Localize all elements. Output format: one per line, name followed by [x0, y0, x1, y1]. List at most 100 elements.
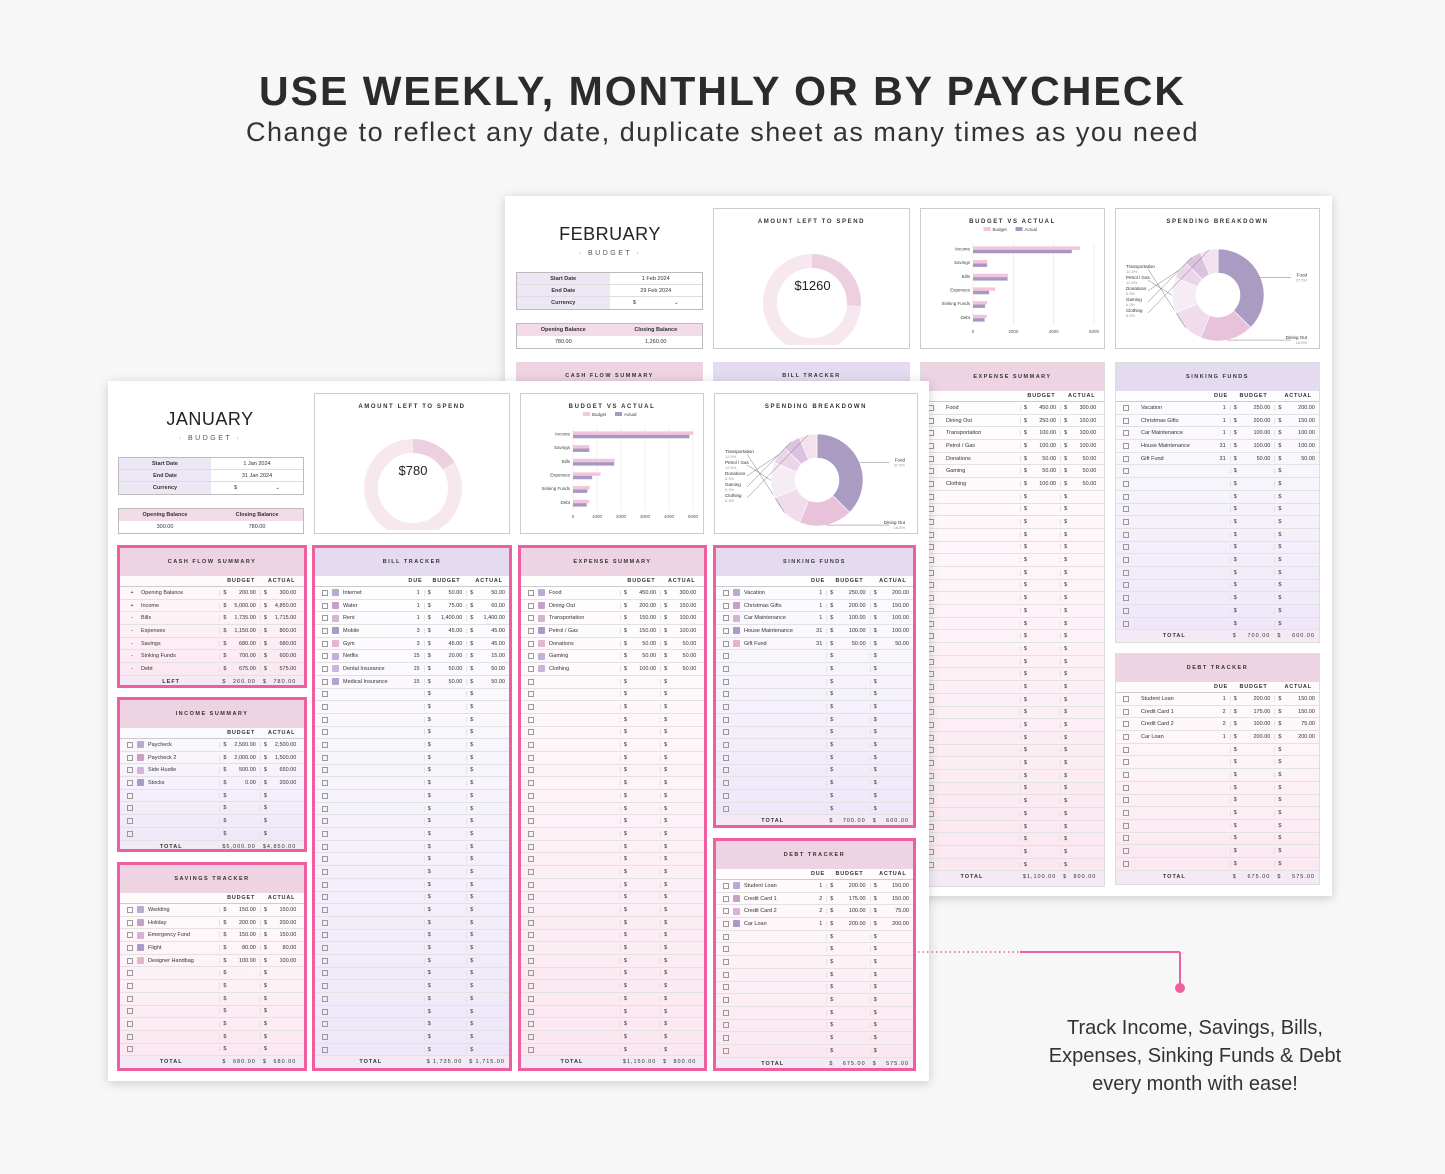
row-checkbox[interactable] [723, 971, 729, 978]
actual-cell[interactable]: $ [869, 767, 913, 774]
name-cell[interactable] [315, 907, 404, 914]
budget-cell[interactable]: $200.00 [1229, 733, 1275, 740]
name-cell[interactable] [120, 970, 219, 977]
row-checkbox[interactable] [528, 957, 534, 964]
budget-cell[interactable]: $ [1229, 860, 1275, 867]
name-cell[interactable] [521, 691, 620, 698]
due-cell[interactable]: 15 [413, 678, 420, 685]
budget-cell[interactable]: $ [826, 1035, 869, 1042]
name-cell[interactable] [1116, 607, 1209, 614]
due-cell[interactable]: 1 [416, 615, 420, 622]
name-cell[interactable] [716, 933, 807, 940]
budget-cell[interactable]: $700.00 [219, 653, 259, 660]
budget-cell[interactable]: $450.00 [619, 589, 660, 596]
actual-cell[interactable]: $200.00 [1274, 733, 1319, 740]
budget-cell[interactable]: $ [619, 868, 660, 875]
actual-cell[interactable]: $ [660, 919, 700, 926]
actual-cell[interactable]: $ [660, 716, 700, 723]
budget-cell[interactable]: $ [423, 957, 467, 964]
actual-cell[interactable]: $ [1060, 620, 1100, 627]
actual-cell[interactable]: $ [1274, 784, 1319, 791]
actual-cell[interactable]: $ [259, 830, 300, 837]
budget-cell[interactable]: $ [423, 716, 467, 723]
name-cell[interactable] [521, 868, 620, 875]
name-cell[interactable] [1116, 822, 1209, 829]
actual-cell[interactable]: $100.00 [660, 627, 700, 634]
name-cell[interactable] [315, 780, 404, 787]
actual-cell[interactable]: $ [466, 1033, 509, 1040]
row-checkbox[interactable] [322, 932, 328, 939]
row-checkbox[interactable] [127, 970, 133, 977]
budget-cell[interactable]: $ [619, 983, 660, 990]
name-cell[interactable] [716, 716, 807, 723]
budget-cell[interactable]: $175.00 [1229, 708, 1275, 715]
actual-cell[interactable]: $ [259, 792, 300, 799]
budget-cell[interactable]: $ [423, 945, 467, 952]
budget-cell[interactable]: $ [826, 704, 869, 711]
actual-cell[interactable]: $ [466, 729, 509, 736]
actual-cell[interactable]: $ [660, 767, 700, 774]
row-checkbox[interactable] [322, 627, 328, 634]
name-cell[interactable] [1116, 544, 1209, 551]
budget-cell[interactable]: $ [1229, 531, 1275, 538]
actual-cell[interactable]: $ [869, 1035, 913, 1042]
budget-cell[interactable]: $ [1019, 683, 1060, 690]
name-cell[interactable]: Petrol / Gas [521, 627, 620, 635]
budget-cell[interactable]: $ [826, 742, 869, 749]
name-cell[interactable]: Dining Out [521, 602, 620, 610]
actual-cell[interactable]: $ [869, 704, 913, 711]
budget-cell[interactable]: $ [1229, 506, 1275, 513]
actual-cell[interactable]: $75.00 [869, 908, 913, 915]
name-cell[interactable] [1116, 620, 1209, 627]
name-cell[interactable] [521, 856, 620, 863]
budget-cell[interactable]: $500.00 [219, 767, 259, 774]
budget-cell[interactable]: $ [619, 742, 660, 749]
row-checkbox[interactable] [322, 830, 328, 837]
budget-cell[interactable]: $ [619, 843, 660, 850]
row-checkbox[interactable] [1123, 506, 1129, 513]
row-checkbox[interactable] [723, 589, 729, 596]
actual-cell[interactable]: $ [1060, 519, 1100, 526]
row-checkbox[interactable] [127, 995, 133, 1002]
name-cell[interactable]: Emergency Fund [120, 931, 219, 939]
due-cell[interactable]: 1 [416, 602, 420, 609]
row-checkbox[interactable] [1123, 468, 1129, 475]
budget-cell[interactable]: $ [423, 792, 467, 799]
row-checkbox[interactable] [322, 754, 328, 761]
budget-cell[interactable]: $100.00 [1019, 430, 1060, 437]
budget-cell[interactable]: $ [1019, 607, 1060, 614]
actual-cell[interactable]: $4,850.00 [259, 602, 300, 609]
budget-cell[interactable]: $ [1019, 671, 1060, 678]
budget-cell[interactable]: $ [1229, 771, 1275, 778]
name-cell[interactable]: Vacation [716, 589, 807, 597]
row-checkbox[interactable] [322, 589, 328, 596]
name-cell[interactable] [521, 957, 620, 964]
name-cell[interactable] [521, 754, 620, 761]
name-cell[interactable]: Rent [315, 614, 404, 622]
row-checkbox[interactable] [723, 1009, 729, 1016]
row-checkbox[interactable] [723, 908, 729, 915]
actual-cell[interactable]: $ [1274, 468, 1319, 475]
actual-cell[interactable]: $575.00 [259, 665, 300, 672]
actual-cell[interactable]: $680.00 [259, 640, 300, 647]
budget-cell[interactable]: $675.00 [219, 665, 259, 672]
budget-cell[interactable]: $ [619, 970, 660, 977]
actual-cell[interactable]: $ [466, 818, 509, 825]
row-checkbox[interactable] [1123, 607, 1129, 614]
actual-cell[interactable]: $ [660, 945, 700, 952]
due-cell[interactable]: 1 [1222, 430, 1226, 437]
name-cell[interactable] [521, 881, 620, 888]
due-cell[interactable]: 1 [416, 589, 420, 596]
actual-cell[interactable]: $ [1060, 582, 1100, 589]
budget-cell[interactable]: $50.00 [826, 640, 869, 647]
name-cell[interactable] [120, 995, 219, 1002]
row-checkbox[interactable] [528, 881, 534, 888]
actual-cell[interactable]: $ [466, 856, 509, 863]
budget-cell[interactable]: $ [1229, 557, 1275, 564]
actual-cell[interactable]: $ [1060, 734, 1100, 741]
budget-cell[interactable]: $2,500.00 [219, 741, 259, 748]
budget-cell[interactable]: $150.00 [619, 627, 660, 634]
row-checkbox[interactable] [1123, 493, 1129, 500]
budget-cell[interactable]: $200.00 [1229, 417, 1275, 424]
row-checkbox[interactable] [723, 780, 729, 787]
